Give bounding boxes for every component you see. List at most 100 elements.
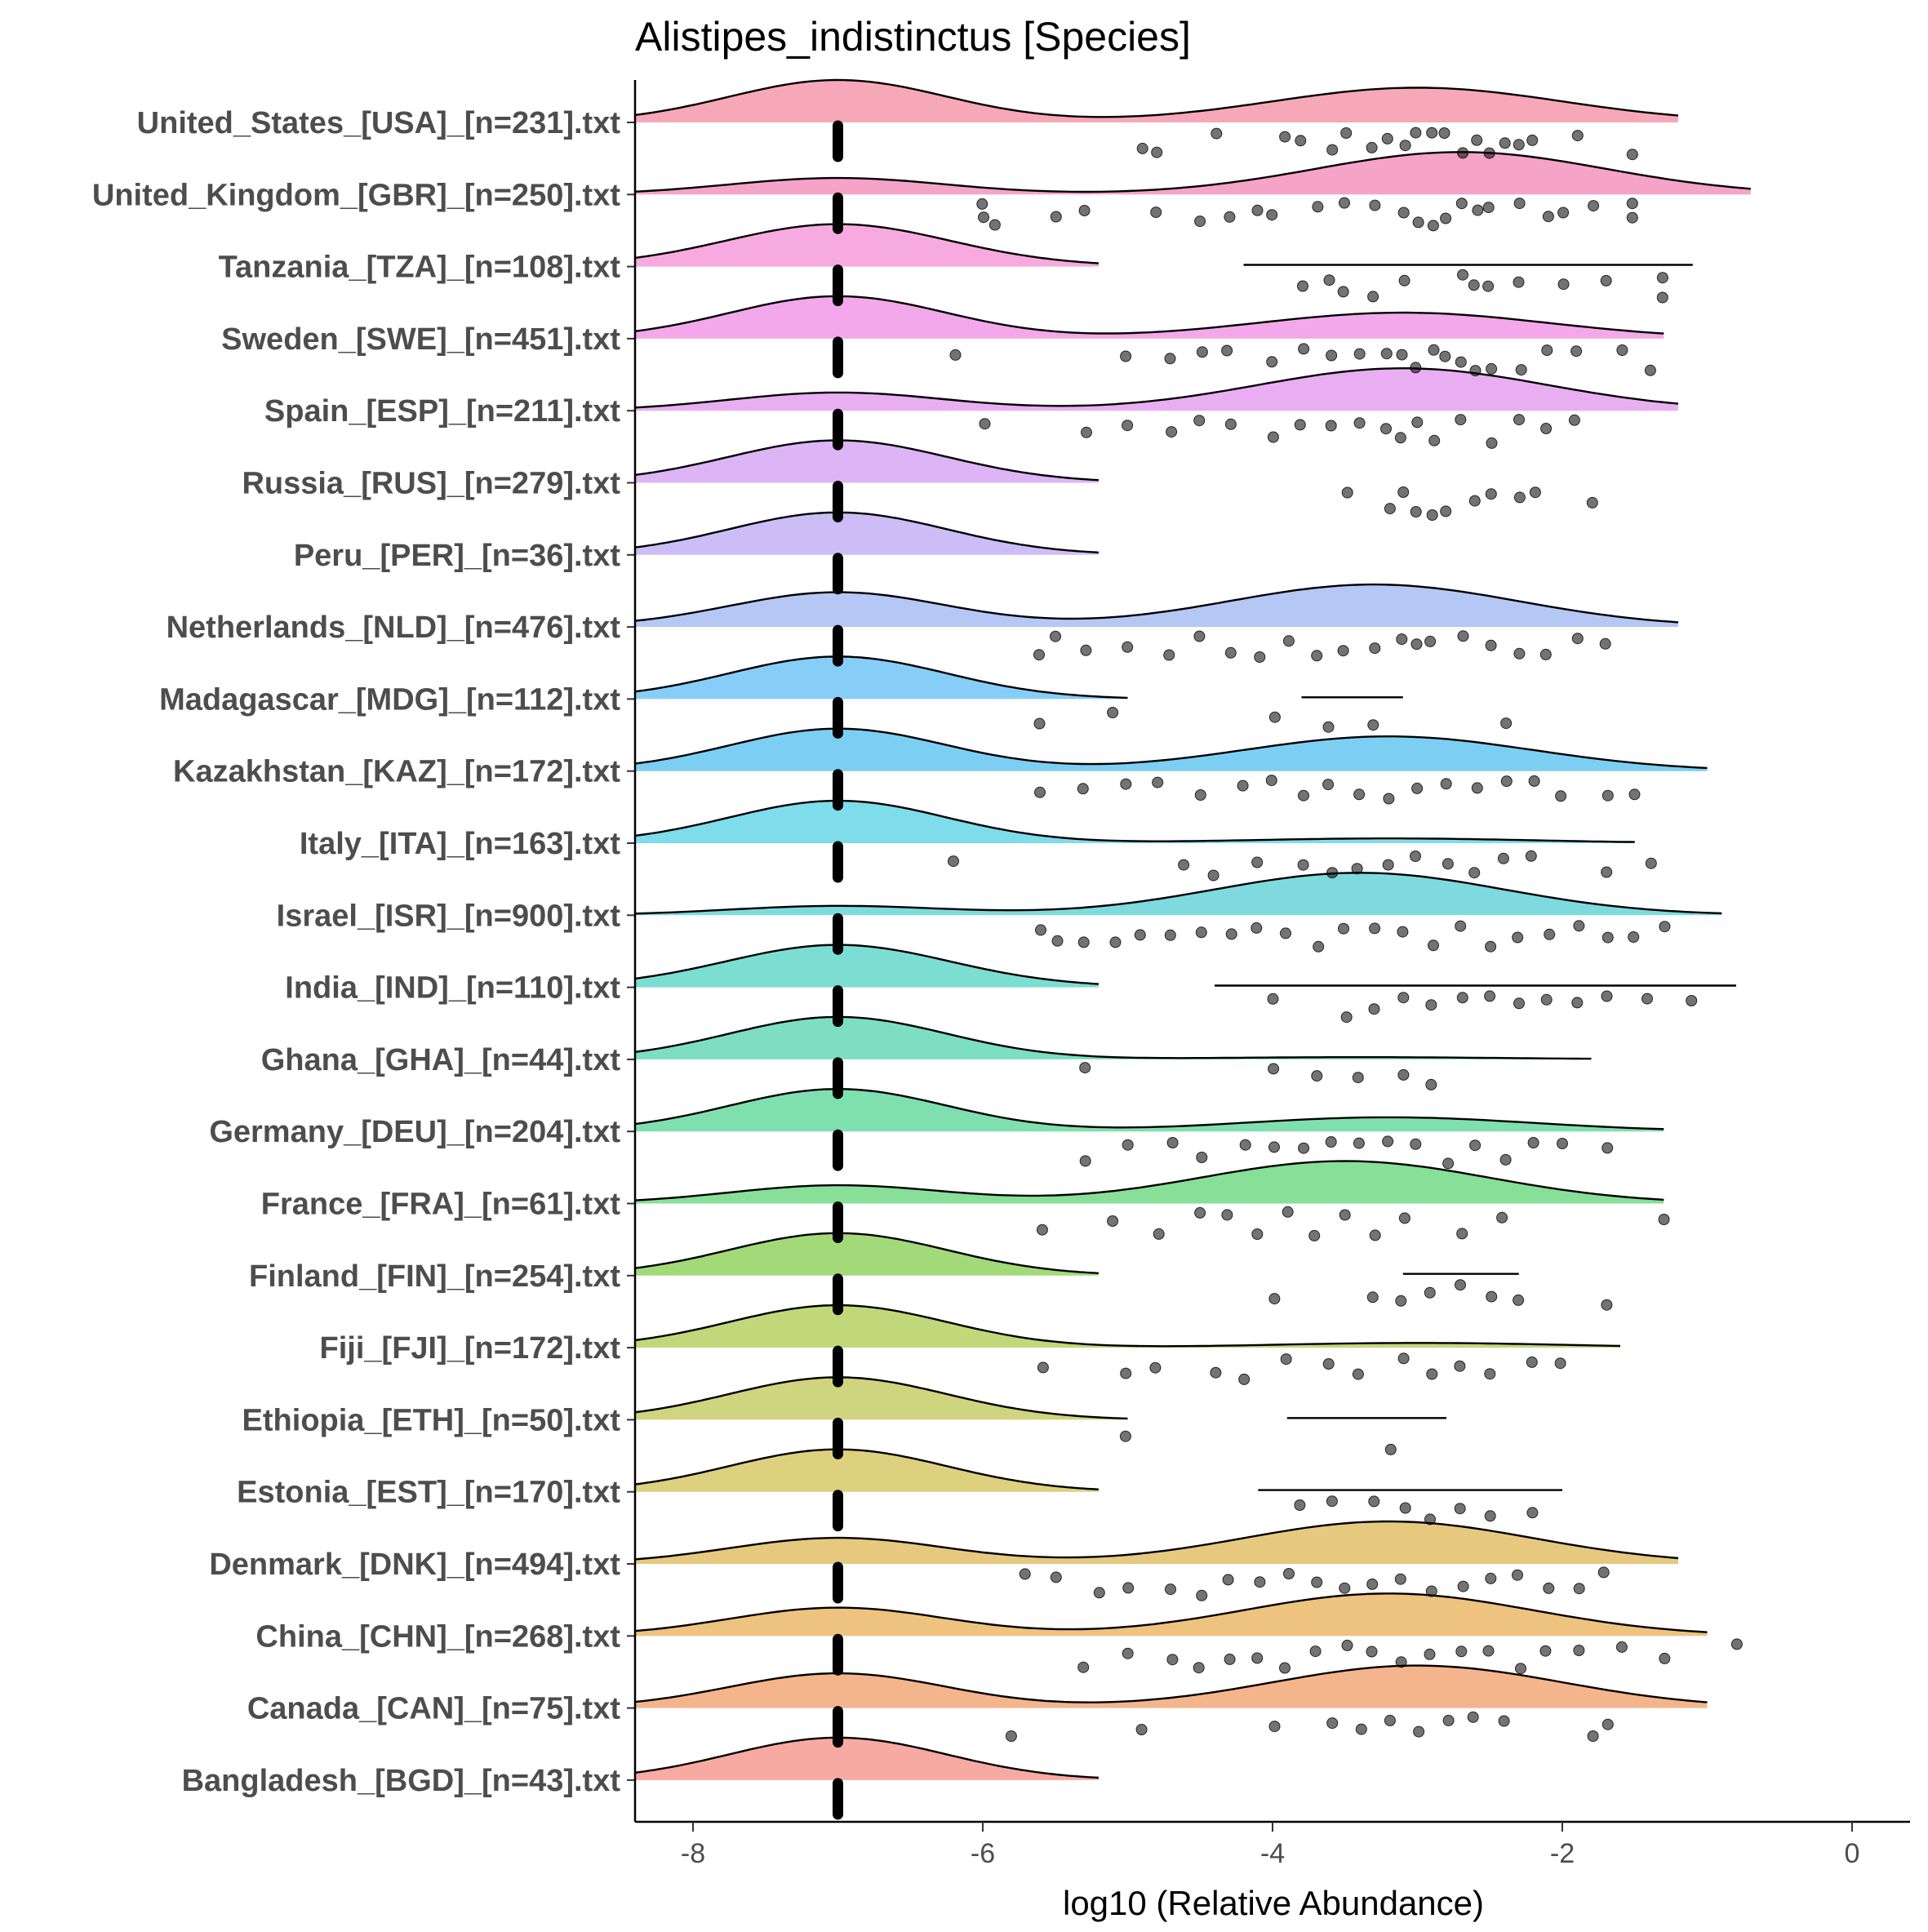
data-point [1399, 1502, 1411, 1514]
data-point [1339, 197, 1350, 209]
data-point [1366, 1291, 1379, 1304]
data-point [1626, 211, 1638, 224]
data-point [1426, 1368, 1438, 1380]
data-point [1410, 506, 1422, 517]
data-point [1355, 1723, 1367, 1735]
data-point [1224, 646, 1237, 659]
data-point [1424, 1648, 1436, 1660]
data-point [1442, 1157, 1455, 1170]
data-point [1311, 1576, 1323, 1588]
data-point [1166, 1654, 1179, 1666]
data-point [1482, 202, 1495, 214]
data-point [1224, 418, 1237, 430]
data-point [1512, 1569, 1523, 1581]
data-point [1426, 509, 1438, 521]
data-point [1601, 1142, 1614, 1154]
data-point [1601, 866, 1613, 878]
data-point [1457, 269, 1468, 281]
data-point [1341, 1639, 1353, 1651]
data-point [1352, 1368, 1364, 1380]
density-outline [634, 223, 1099, 264]
data-point [1382, 1135, 1394, 1148]
x-tick-label: -6 [971, 1838, 995, 1869]
data-point [1222, 1574, 1234, 1586]
data-point [1254, 651, 1266, 663]
density-fill [635, 295, 1664, 339]
data-point [1484, 1368, 1496, 1380]
data-point [1134, 929, 1146, 941]
density-fill [635, 1016, 1592, 1059]
data-point [1077, 936, 1090, 948]
data-point [1482, 1645, 1495, 1657]
data-point [1600, 274, 1612, 286]
data-point [1513, 139, 1525, 151]
data-point [1150, 207, 1162, 219]
data-point [1282, 635, 1295, 647]
density-fill [635, 873, 1722, 916]
data-point [1597, 1566, 1610, 1579]
data-point [1367, 291, 1379, 303]
data-point [1439, 350, 1451, 362]
data-point [1427, 220, 1439, 232]
density-fill [635, 440, 1099, 483]
category-label: Israel_[ISR]_[n=900].txt [277, 899, 621, 933]
density-fill [635, 80, 1678, 122]
data-point [1440, 505, 1452, 517]
data-point [1380, 348, 1393, 360]
data-point [1557, 207, 1570, 219]
data-point [1397, 1352, 1410, 1365]
data-point [1455, 198, 1468, 210]
data-point [1484, 1510, 1496, 1522]
data-point [1440, 778, 1452, 790]
data-point [1396, 349, 1408, 361]
data-point [1166, 1137, 1179, 1148]
data-point [1221, 344, 1233, 357]
data-point [1442, 1714, 1455, 1726]
data-point [1196, 346, 1208, 358]
data-point [1485, 639, 1497, 651]
data-point [1513, 1294, 1525, 1306]
data-point [1322, 779, 1335, 791]
density-outline [634, 1592, 1708, 1633]
data-point [1153, 1228, 1165, 1240]
data-point [1588, 200, 1600, 212]
data-point [1454, 1360, 1466, 1372]
data-point [1122, 1582, 1135, 1594]
data-point [1469, 365, 1482, 377]
data-point [1322, 1358, 1335, 1370]
data-point [1395, 1295, 1407, 1307]
density-fill [635, 1521, 1678, 1564]
data-point [1468, 279, 1480, 291]
density-outline [634, 1160, 1664, 1201]
data-point [1164, 929, 1176, 941]
data-point [979, 418, 991, 430]
data-point [1438, 127, 1450, 139]
data-point [1486, 437, 1498, 449]
density-fill [635, 368, 1678, 411]
data-point [1498, 1715, 1510, 1727]
density-outline [634, 1448, 1099, 1490]
data-point [1050, 1571, 1062, 1583]
data-point [1036, 1224, 1048, 1236]
data-point [1312, 201, 1324, 213]
data-point [1251, 1652, 1264, 1664]
data-point [1455, 920, 1467, 932]
data-point [1221, 1209, 1233, 1221]
data-point [1571, 997, 1584, 1009]
data-point [1120, 778, 1132, 790]
data-point [1309, 1646, 1322, 1658]
data-point [1194, 789, 1206, 801]
data-point [1019, 1568, 1031, 1580]
density-outline [634, 583, 1679, 624]
data-point [1410, 638, 1423, 651]
data-point [1410, 127, 1422, 139]
data-point [1151, 146, 1163, 158]
data-point [1499, 1153, 1512, 1166]
data-point [1496, 1211, 1508, 1224]
category-label: Peru_[PER]_[n=36].txt [294, 539, 621, 573]
data-point [1193, 415, 1206, 427]
density-outline [634, 295, 1664, 335]
data-point [1557, 1138, 1568, 1149]
data-point [1455, 356, 1467, 368]
